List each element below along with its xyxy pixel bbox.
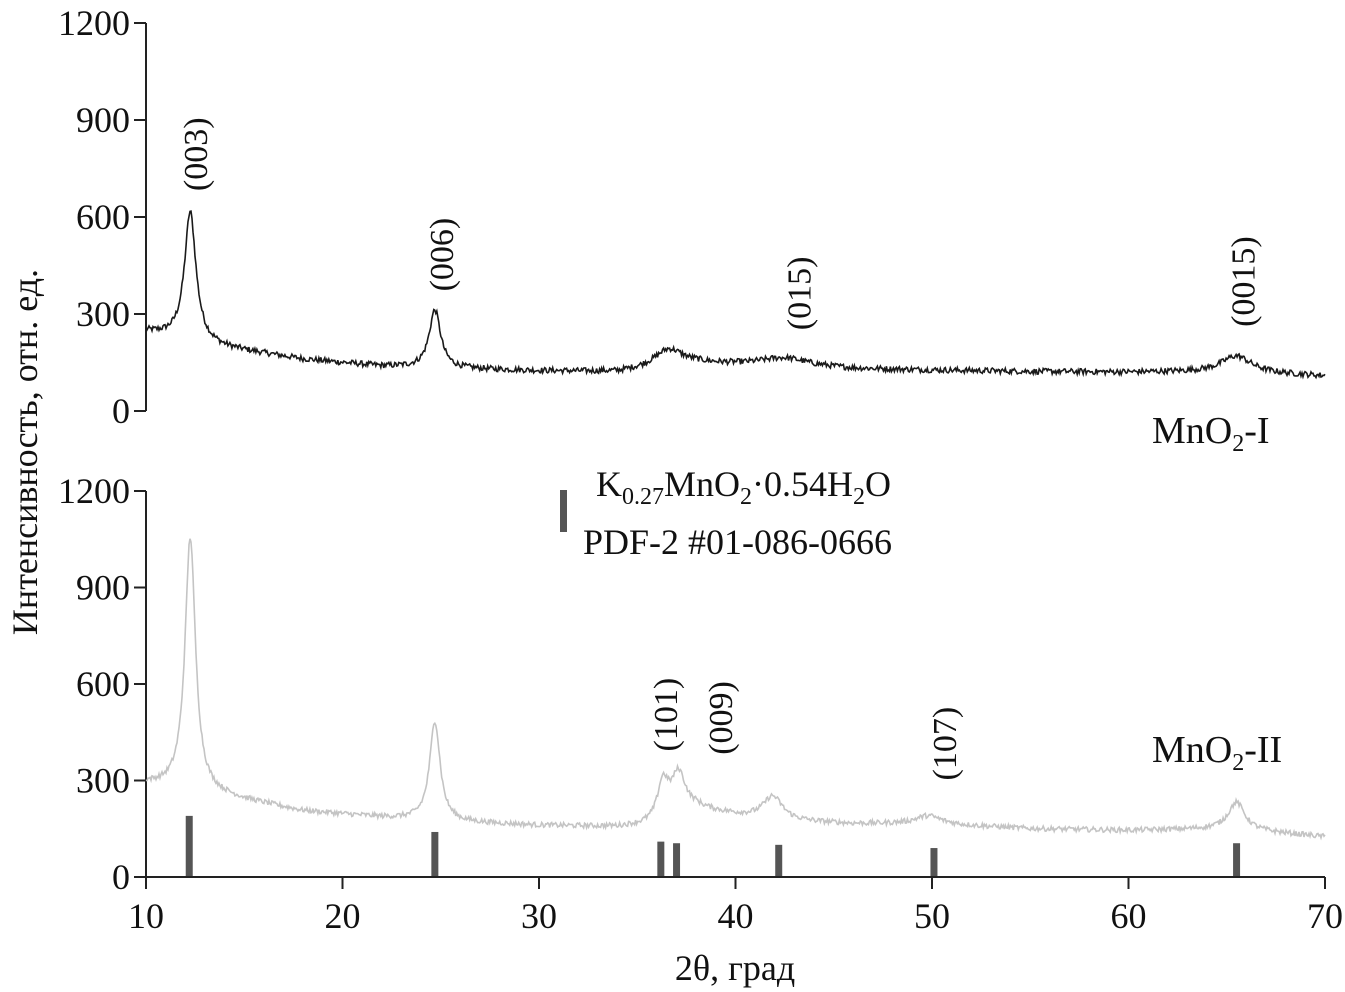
- reference-stick: [930, 848, 938, 877]
- peak-label: (107): [927, 707, 964, 781]
- reference-formula: K0.27MnO2·0.54H2O: [596, 464, 891, 510]
- y-tick-label: 600: [76, 664, 130, 704]
- reference-formula-part: 2: [740, 484, 752, 510]
- x-axis-title: 2θ, град: [675, 948, 795, 988]
- series-label-mno2-ii-part: -II: [1244, 729, 1282, 771]
- x-tick-label: 40: [718, 896, 754, 936]
- y-tick-label: 600: [76, 197, 130, 237]
- x-tick-label: 10: [128, 896, 164, 936]
- panel-mno2-i: 0 300 600 900 1200 (003) (006) (015) (0015) MnO2-…: [58, 3, 1326, 457]
- reference-card: PDF-2 #01-086-0666: [583, 522, 892, 562]
- reference-formula-part: O: [865, 464, 891, 504]
- y-tick-label: 900: [76, 568, 130, 608]
- xrd-pattern-line: [145, 210, 1326, 380]
- series-label-mno2-i-part: 2: [1232, 431, 1244, 457]
- y-tick-label: 300: [76, 294, 130, 334]
- series-label-mno2-ii-part: 2: [1232, 750, 1244, 776]
- series-label-mno2-i-part: MnO: [1152, 410, 1232, 452]
- peak-label: (0015): [1226, 236, 1263, 327]
- x-tick-label: 30: [521, 896, 557, 936]
- reference-formula-part: K: [596, 464, 622, 504]
- x-tick-label: 50: [914, 896, 950, 936]
- series-label-mno2-i-part: -I: [1244, 410, 1269, 452]
- series-label-mno2-ii-part: MnO: [1152, 729, 1232, 771]
- reference-legend-swatch: [560, 490, 567, 532]
- reference-stick: [673, 843, 681, 877]
- y-axis-title: Интенсивность, отн. ед.: [5, 269, 45, 635]
- y-tick-label: 1200: [58, 471, 130, 511]
- x-tick-label: 70: [1307, 896, 1343, 936]
- y-tick-label: 300: [76, 761, 130, 801]
- reference-formula-part: 2: [853, 484, 865, 510]
- reference-stick: [775, 844, 783, 877]
- x-tick-label: 60: [1111, 896, 1147, 936]
- reference-stick: [185, 815, 193, 877]
- series-label-mno2-i: MnO2-I: [1152, 410, 1270, 457]
- x-axis: 10 20 30 40 50 60 70: [128, 876, 1343, 936]
- y-tick-label: 900: [76, 100, 130, 140]
- peak-label: (009): [703, 681, 740, 755]
- reference-stick: [431, 831, 439, 877]
- y-tick-label: 0: [112, 857, 130, 897]
- x-tick-label: 20: [325, 896, 361, 936]
- reference-formula-part: ·0.54H: [752, 464, 853, 504]
- y-tick-label: 1200: [58, 3, 130, 43]
- reference-stick: [1233, 843, 1241, 877]
- peak-label: (003): [178, 117, 215, 191]
- series-label-mno2-ii: MnO2-II: [1152, 729, 1282, 776]
- xrd-pattern-line: [145, 538, 1326, 841]
- y-tick-label: 0: [112, 391, 130, 431]
- peak-label: (015): [781, 257, 818, 331]
- reference-stick: [657, 841, 665, 877]
- reference-formula-part: MnO: [664, 464, 740, 504]
- reference-formula-part: 0.27: [622, 484, 664, 510]
- peak-label: (006): [424, 218, 461, 292]
- peak-label: (101): [648, 678, 685, 752]
